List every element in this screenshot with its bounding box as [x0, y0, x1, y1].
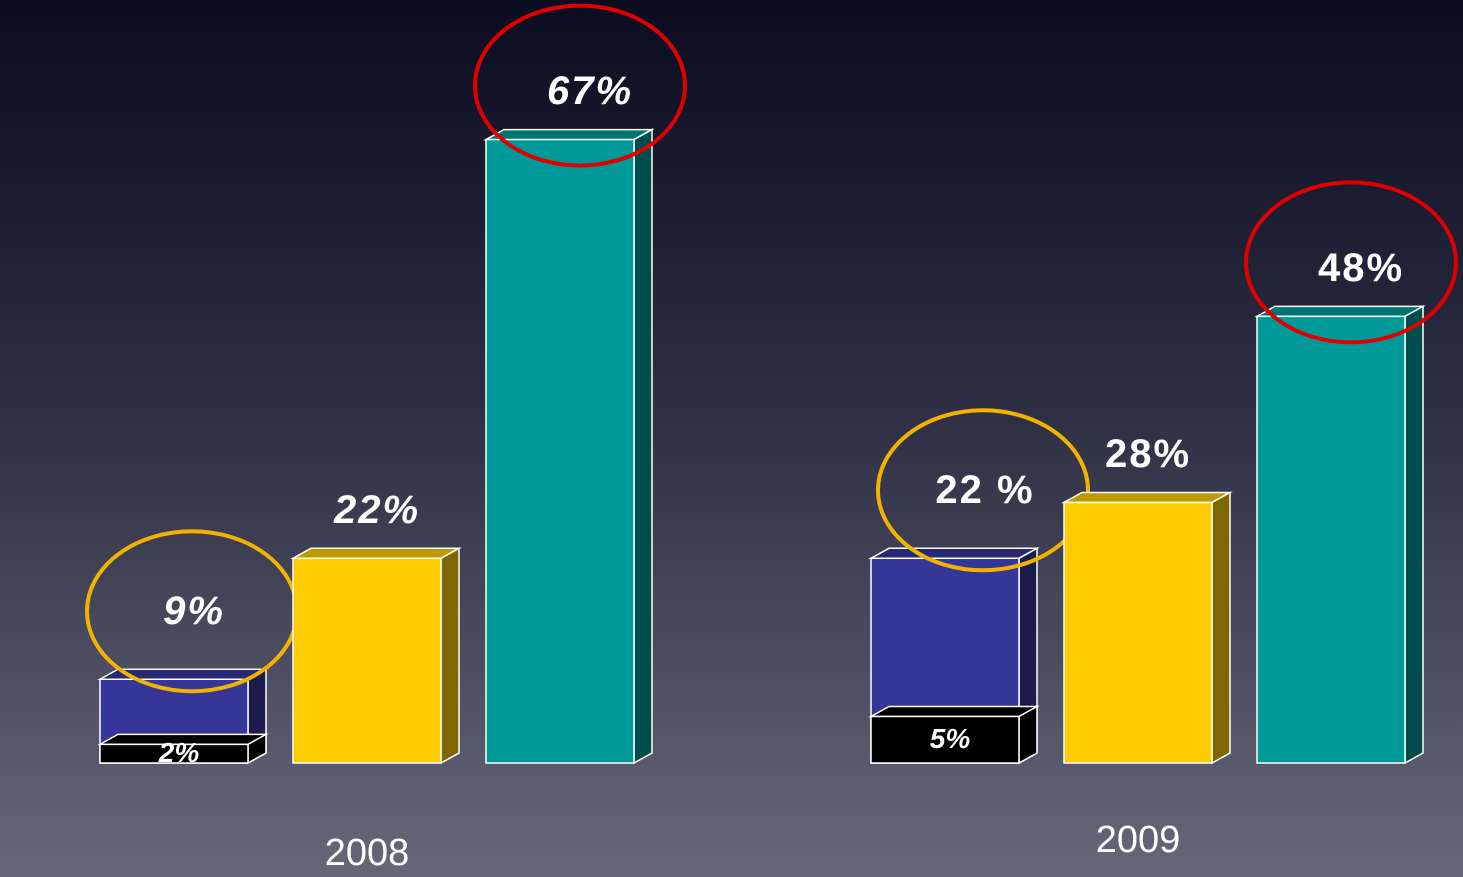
- bar: [99, 743, 249, 764]
- bar: [1256, 315, 1406, 764]
- inner-label: 2%: [158, 737, 200, 768]
- bar-side: [1018, 705, 1038, 765]
- bar-side: [633, 128, 653, 765]
- bar: [292, 557, 442, 764]
- bar-top: [868, 547, 1040, 560]
- bar: [485, 138, 635, 764]
- bar-side: [1211, 491, 1231, 765]
- bar-top: [1061, 491, 1233, 504]
- bar-top: [483, 128, 655, 141]
- bar-top: [868, 705, 1040, 718]
- bar-side: [1404, 305, 1424, 765]
- inner-label: 5%: [930, 723, 971, 754]
- highlight-circle: [1244, 180, 1458, 345]
- value-label: 28%: [1105, 432, 1191, 476]
- value-label: 9%: [163, 589, 225, 633]
- value-label: 48%: [1318, 246, 1404, 290]
- value-label: 22 %: [935, 468, 1034, 512]
- x-tick-label: 2008: [325, 832, 410, 874]
- value-label: 22%: [333, 488, 420, 532]
- bar-side: [440, 547, 460, 765]
- x-tick-label: 2009: [1096, 819, 1181, 861]
- value-label: 67%: [547, 69, 633, 113]
- bar: [1063, 501, 1213, 764]
- bar: [870, 715, 1020, 764]
- bar-top: [290, 547, 462, 560]
- highlight-circle: [876, 408, 1090, 573]
- bar-top: [1254, 305, 1426, 318]
- highlight-circle: [473, 3, 687, 168]
